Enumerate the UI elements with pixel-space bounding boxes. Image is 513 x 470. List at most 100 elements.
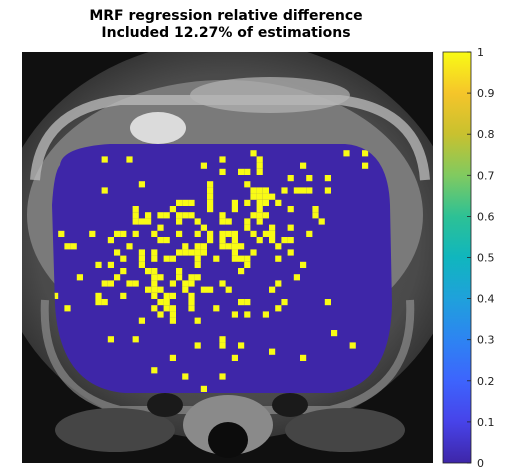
highlight-pixel	[70, 243, 77, 250]
highlight-pixel	[256, 193, 263, 200]
highlight-pixel	[114, 249, 121, 256]
highlight-pixel	[132, 336, 139, 343]
highlight-pixel	[281, 187, 288, 194]
highlight-pixel	[157, 311, 164, 318]
highlight-pixel	[231, 237, 238, 244]
highlight-pixel	[287, 175, 294, 182]
highlight-pixel	[194, 261, 201, 268]
highlight-pixel	[188, 212, 195, 219]
highlight-pixel	[293, 187, 300, 194]
highlight-pixel	[101, 187, 108, 194]
highlight-pixel	[306, 230, 313, 237]
highlight-pixel	[151, 255, 158, 262]
highlight-pixel	[169, 317, 176, 324]
highlight-pixel	[250, 212, 257, 219]
highlight-pixel	[151, 230, 158, 237]
highlight-pixel	[194, 255, 201, 262]
highlight-pixel	[188, 199, 195, 206]
highlight-pixel	[306, 187, 313, 194]
highlight-pixel	[145, 218, 152, 225]
highlight-pixel	[182, 286, 189, 293]
highlight-pixel	[163, 292, 170, 299]
highlight-pixel	[244, 311, 251, 318]
highlight-pixel	[151, 249, 158, 256]
highlight-pixel	[250, 193, 257, 200]
highlight-pixel	[231, 243, 238, 250]
highlight-pixel	[138, 249, 145, 256]
highlight-pixel	[120, 255, 127, 262]
highlight-pixel	[95, 261, 102, 268]
highlight-pixel	[207, 237, 214, 244]
highlight-pixel	[300, 187, 307, 194]
colorbar-tick-label: 0.6	[477, 210, 495, 223]
highlight-pixel	[238, 268, 245, 275]
highlight-pixel	[194, 243, 201, 250]
highlight-pixel	[64, 305, 71, 312]
highlight-pixel	[176, 274, 183, 281]
highlight-pixel	[219, 336, 226, 343]
highlight-pixel	[126, 280, 133, 287]
highlight-pixel	[287, 237, 294, 244]
highlight-pixel	[114, 274, 121, 281]
highlight-pixel	[58, 230, 65, 237]
highlight-pixel	[163, 299, 170, 306]
highlight-pixel	[219, 218, 226, 225]
highlight-pixel	[188, 249, 195, 256]
highlight-pixel	[269, 286, 276, 293]
highlight-pixel	[269, 193, 276, 200]
highlight-pixel	[324, 175, 331, 182]
highlight-pixel	[225, 286, 232, 293]
colorbar-tick-label: 0.9	[477, 87, 495, 100]
highlight-pixel	[169, 292, 176, 299]
highlight-pixel	[300, 162, 307, 169]
highlight-pixel	[101, 156, 108, 163]
highlight-pixel	[219, 237, 226, 244]
highlight-pixel	[138, 255, 145, 262]
highlight-pixel	[194, 317, 201, 324]
highlight-pixel	[76, 274, 83, 281]
highlight-pixel	[219, 342, 226, 349]
highlight-pixel	[188, 292, 195, 299]
colorbar-tick-label: 0.2	[477, 375, 495, 388]
highlight-pixel	[176, 212, 183, 219]
highlight-pixel	[324, 187, 331, 194]
highlight-pixel	[269, 230, 276, 237]
highlight-pixel	[157, 286, 164, 293]
highlight-pixel	[132, 206, 139, 213]
highlight-pixel	[151, 292, 158, 299]
highlight-pixel	[250, 150, 257, 157]
highlight-pixel	[275, 255, 282, 262]
highlight-pixel	[244, 181, 251, 188]
highlight-pixel	[244, 255, 251, 262]
highlight-pixel	[287, 249, 294, 256]
highlight-pixel	[95, 292, 102, 299]
highlight-pixel	[169, 206, 176, 213]
highlight-pixel	[225, 243, 232, 250]
highlight-pixel	[157, 274, 164, 281]
highlight-pixel	[151, 280, 158, 287]
highlight-pixel	[200, 286, 207, 293]
highlight-pixel	[157, 299, 164, 306]
highlight-pixel	[343, 150, 350, 157]
highlight-pixel	[114, 230, 121, 237]
highlight-pixel	[188, 305, 195, 312]
highlight-pixel	[219, 280, 226, 287]
highlight-pixel	[200, 162, 207, 169]
highlight-pixel	[151, 268, 158, 275]
highlight-pixel	[182, 243, 189, 250]
highlight-pixel	[138, 317, 145, 324]
highlight-pixel	[225, 218, 232, 225]
highlight-pixel	[318, 218, 325, 225]
highlight-pixel	[157, 237, 164, 244]
highlight-pixel	[169, 311, 176, 318]
highlight-pixel	[293, 274, 300, 281]
highlight-pixel	[188, 299, 195, 306]
highlight-pixel	[244, 224, 251, 231]
highlight-pixel	[262, 193, 269, 200]
highlight-pixel	[250, 230, 257, 237]
highlight-pixel	[95, 299, 102, 306]
highlight-pixel	[200, 385, 207, 392]
colorbar-tick-label: 1	[477, 46, 484, 59]
highlight-pixel	[324, 299, 331, 306]
highlight-pixel	[182, 249, 189, 256]
